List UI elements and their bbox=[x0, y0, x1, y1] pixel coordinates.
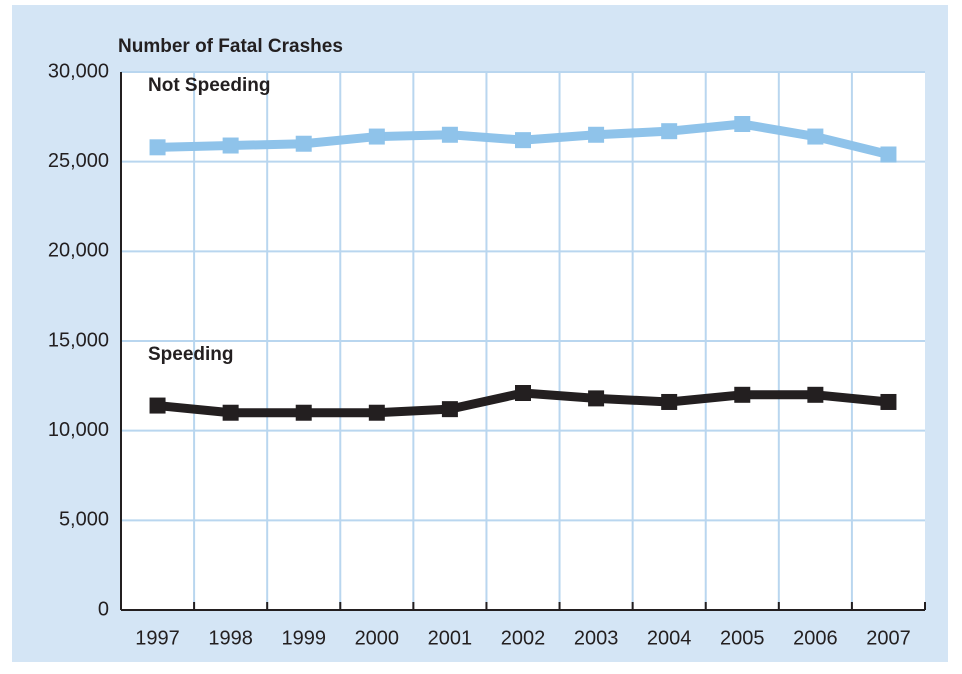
point-marker bbox=[222, 404, 239, 421]
y-tick-label: 0 bbox=[98, 598, 109, 620]
point-marker bbox=[368, 404, 385, 421]
x-tick-label: 2002 bbox=[501, 627, 546, 649]
point-marker bbox=[295, 404, 312, 421]
x-tick-label: 2001 bbox=[428, 627, 473, 649]
point-marker bbox=[515, 385, 531, 402]
x-tick-label: 2004 bbox=[647, 627, 692, 649]
point-marker bbox=[515, 132, 531, 149]
point-marker bbox=[880, 146, 897, 163]
y-tick-label: 5,000 bbox=[59, 509, 109, 531]
point-marker bbox=[295, 135, 312, 152]
x-tick-label: 1997 bbox=[135, 627, 180, 649]
point-marker bbox=[807, 128, 824, 145]
x-tick-label: 2007 bbox=[866, 627, 911, 649]
point-marker bbox=[222, 137, 239, 154]
x-tick-label: 2003 bbox=[574, 627, 619, 649]
point-marker bbox=[588, 126, 605, 143]
point-marker bbox=[807, 386, 824, 403]
point-marker bbox=[734, 386, 751, 403]
point-marker bbox=[441, 126, 458, 143]
x-tick-label: 1998 bbox=[208, 627, 253, 649]
y-tick-label: 20,000 bbox=[48, 240, 109, 262]
point-marker bbox=[734, 116, 751, 133]
point-marker bbox=[149, 397, 166, 414]
point-marker bbox=[149, 139, 166, 156]
point-marker bbox=[441, 401, 458, 418]
x-tick-label: 2005 bbox=[720, 627, 765, 649]
x-tick-label: 1999 bbox=[281, 627, 326, 649]
y-tick-label: 25,000 bbox=[48, 150, 109, 172]
x-tick-label: 2006 bbox=[793, 627, 838, 649]
point-marker bbox=[661, 393, 678, 410]
y-tick-label: 30,000 bbox=[48, 60, 109, 82]
series-label: Not Speeding bbox=[148, 75, 270, 96]
y-tick-label: 15,000 bbox=[48, 329, 109, 351]
point-marker bbox=[588, 390, 605, 407]
point-marker bbox=[661, 123, 678, 140]
point-marker bbox=[880, 393, 897, 410]
point-marker bbox=[368, 128, 385, 145]
x-tick-label: 2000 bbox=[355, 627, 400, 649]
y-tick-label: 10,000 bbox=[48, 419, 109, 441]
y-axis-title: Number of Fatal Crashes bbox=[118, 36, 343, 57]
series-label: Speeding bbox=[148, 344, 234, 365]
